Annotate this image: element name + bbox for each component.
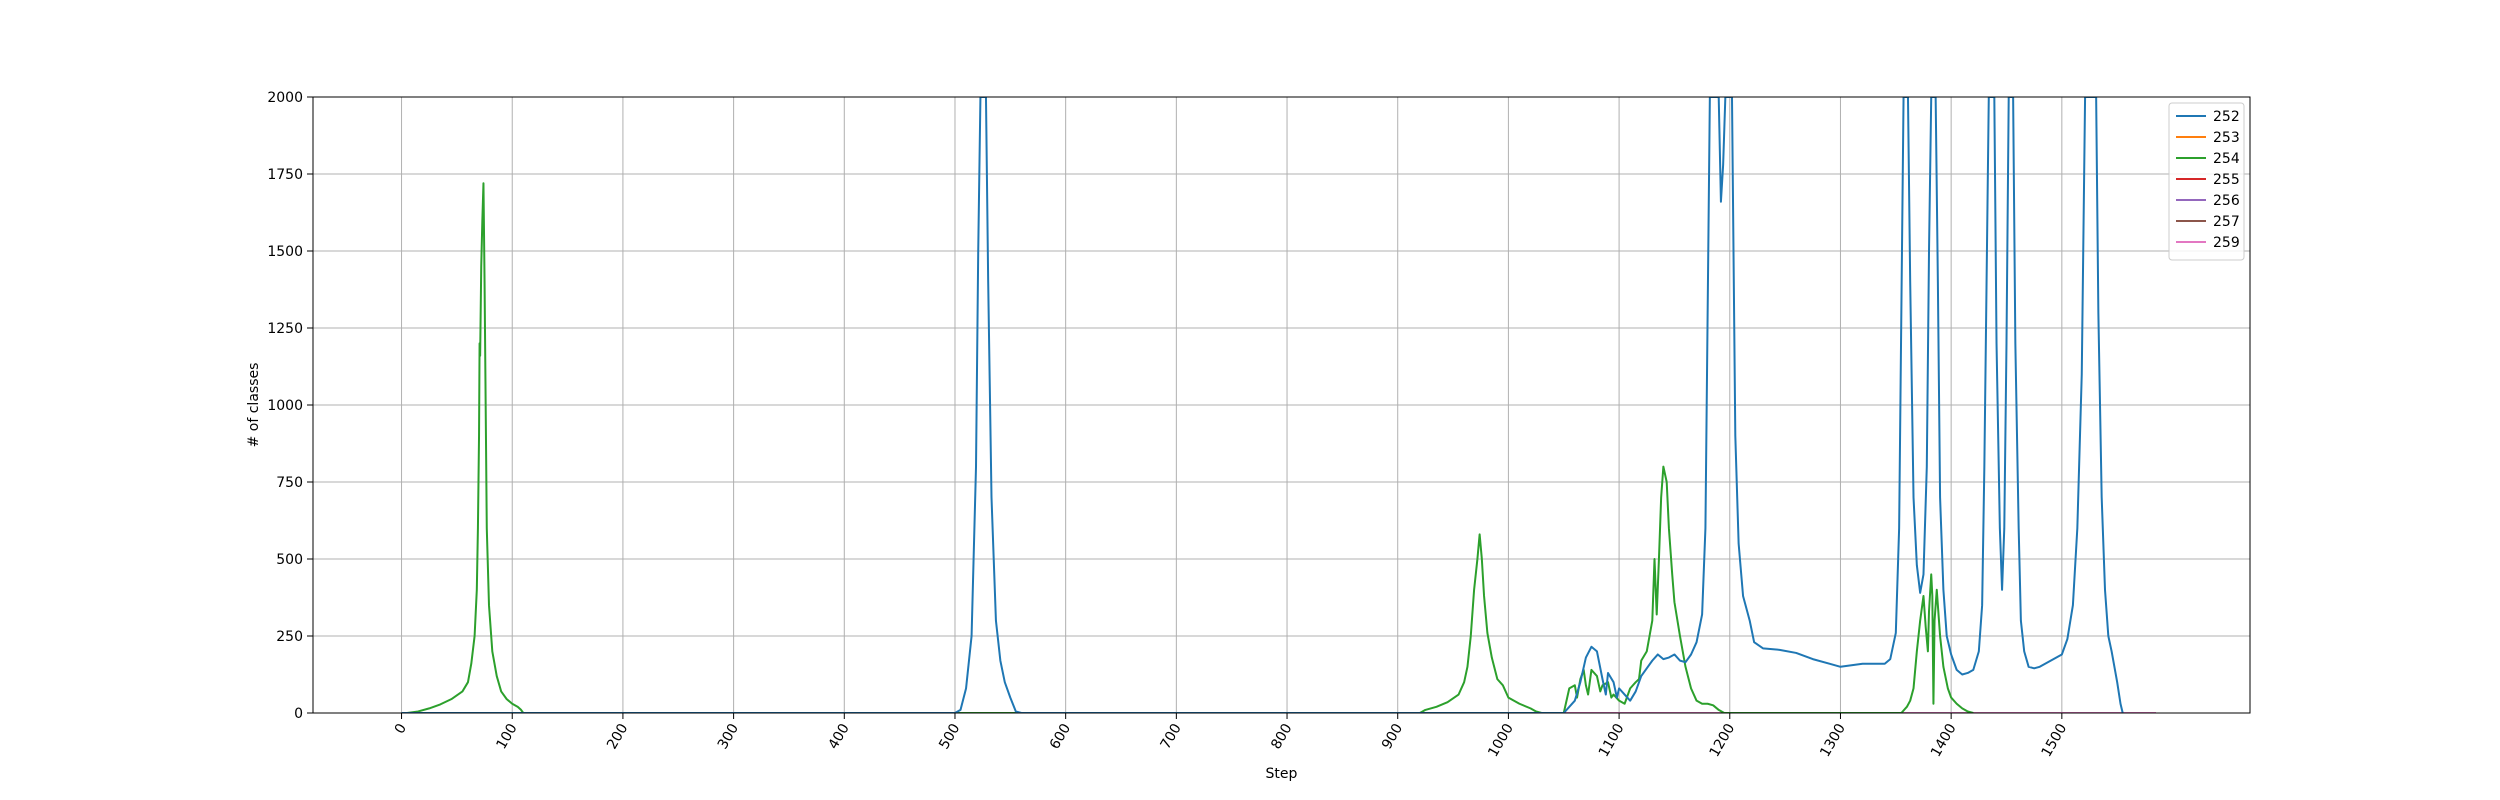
y-tick-label: 750 — [276, 475, 303, 491]
legend-label-259: 259 — [2213, 235, 2240, 251]
x-tick-label: 500 — [936, 721, 963, 752]
y-axis: 0 250 500 750 1000 1250 1500 1750 2000 — [267, 90, 313, 722]
x-tick-label: 700 — [1158, 721, 1185, 752]
legend-label-255: 255 — [2213, 172, 2240, 188]
x-tick-label: 800 — [1268, 721, 1295, 752]
x-tick-label: 100 — [493, 721, 520, 752]
x-tick-label: 400 — [826, 721, 853, 752]
legend-label-254: 254 — [2213, 151, 2240, 167]
x-axis: 0 100 200 300 400 500 600 700 800 900 1000 1100 1200… — [392, 713, 2071, 760]
y-tick-label: 1250 — [267, 321, 303, 337]
y-axis-label: # of classes — [246, 363, 262, 448]
x-tick-label: 900 — [1379, 721, 1406, 752]
y-tick-label: 250 — [276, 629, 303, 645]
y-tick-label: 2000 — [267, 90, 303, 106]
legend: 252 253 254 255 256 257 259 — [2168, 102, 2245, 261]
x-tick-label: 1000 — [1485, 721, 1517, 760]
plot-area — [401, 97, 2156, 713]
y-tick-label: 0 — [294, 706, 303, 722]
legend-label-252: 252 — [2213, 109, 2240, 125]
x-tick-label: 300 — [715, 721, 742, 752]
y-tick-label: 1500 — [267, 244, 303, 260]
x-axis-label: Step — [1266, 766, 1298, 782]
x-tick-label: 1500 — [2039, 721, 2071, 760]
legend-label-253: 253 — [2213, 130, 2240, 146]
series-line-254 — [401, 182, 1974, 713]
x-tick-label: 1400 — [1928, 721, 1960, 760]
legend-label-257: 257 — [2213, 214, 2240, 230]
x-tick-label: 600 — [1047, 721, 1074, 752]
x-tick-label: 1300 — [1817, 721, 1849, 760]
x-tick-label: 1100 — [1596, 721, 1628, 760]
y-tick-label: 1750 — [267, 167, 303, 183]
x-tick-label: 200 — [604, 721, 631, 752]
y-tick-label: 500 — [276, 552, 303, 568]
x-tick-label: 1200 — [1707, 721, 1739, 760]
grid — [313, 96, 2250, 714]
x-tick-label: 0 — [392, 721, 410, 737]
series-line-252 — [401, 97, 2124, 713]
legend-label-256: 256 — [2213, 193, 2240, 209]
y-tick-label: 1000 — [267, 398, 303, 414]
